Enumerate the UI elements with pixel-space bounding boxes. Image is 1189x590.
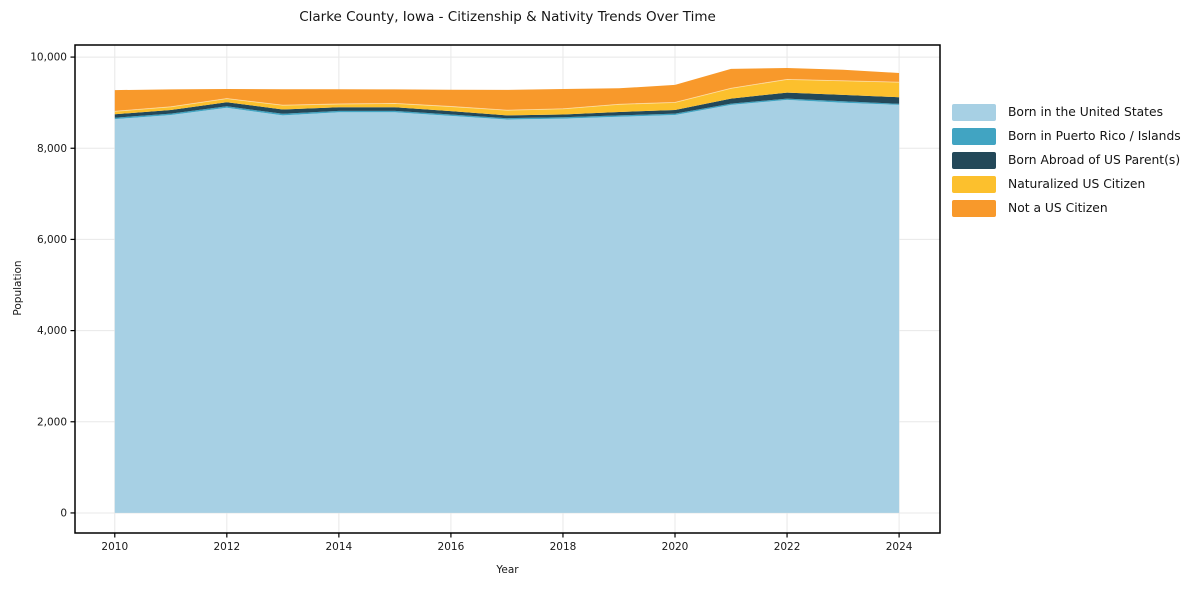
y-tick-label: 2,000 [37,416,67,428]
x-tick-label: 2022 [774,541,801,553]
area-series-born-in-puerto-rico-islands [114,98,900,120]
area-series-not-a-us-citizen [114,68,900,112]
x-tick-label: 2016 [438,541,465,553]
legend-swatch [952,128,996,145]
area-series-born-in-the-united-states [114,99,900,513]
x-axis-label: Year [496,564,519,576]
legend-swatch [952,104,996,121]
y-tick-label: 4,000 [37,325,67,337]
stacked-areas [114,68,900,513]
legend-label: Born Abroad of US Parent(s) [1008,153,1181,167]
area-series-naturalized-us-citizen [114,79,900,116]
x-tick-label: 2010 [101,541,128,553]
legend-label: Not a US Citizen [1008,201,1108,215]
legend-swatch [952,200,996,217]
x-tick-label: 2012 [213,541,240,553]
legend-swatch [952,152,996,169]
x-tick-label: 2014 [326,541,353,553]
legend-item: Born in Puerto Rico / Islands [952,128,1181,145]
legend-label: Born in the United States [1008,105,1163,119]
x-tick-label: 2024 [886,541,913,553]
legend-item: Born in the United States [952,104,1181,121]
x-tick-label: 2018 [550,541,577,553]
legend-label: Born in Puerto Rico / Islands [1008,129,1181,143]
axis-ticks: 2010 2012 2014 2016 2018 2020 2022 2024 0 2,000 4,… [30,52,913,553]
legend-label: Naturalized US Citizen [1008,177,1146,191]
y-tick-label: 0 [60,507,67,519]
legend-item: Naturalized US Citizen [952,176,1181,193]
y-axis-label: Population [12,260,24,316]
chart-title: Clarke County, Iowa - Citizenship & Nati… [299,9,716,25]
legend: Born in the United States Born in Puerto … [952,104,1181,224]
legend-swatch [952,176,996,193]
area-series-born-abroad-of-us-parent-s [114,92,900,119]
plot-frame [74,44,941,534]
y-tick-label: 8,000 [37,143,67,155]
y-tick-label: 10,000 [30,52,67,64]
legend-item: Born Abroad of US Parent(s) [952,152,1181,169]
band-boundary-line [114,78,900,112]
y-tick-label: 6,000 [37,234,67,246]
x-tick-label: 2020 [662,541,689,553]
legend-item: Not a US Citizen [952,200,1181,217]
